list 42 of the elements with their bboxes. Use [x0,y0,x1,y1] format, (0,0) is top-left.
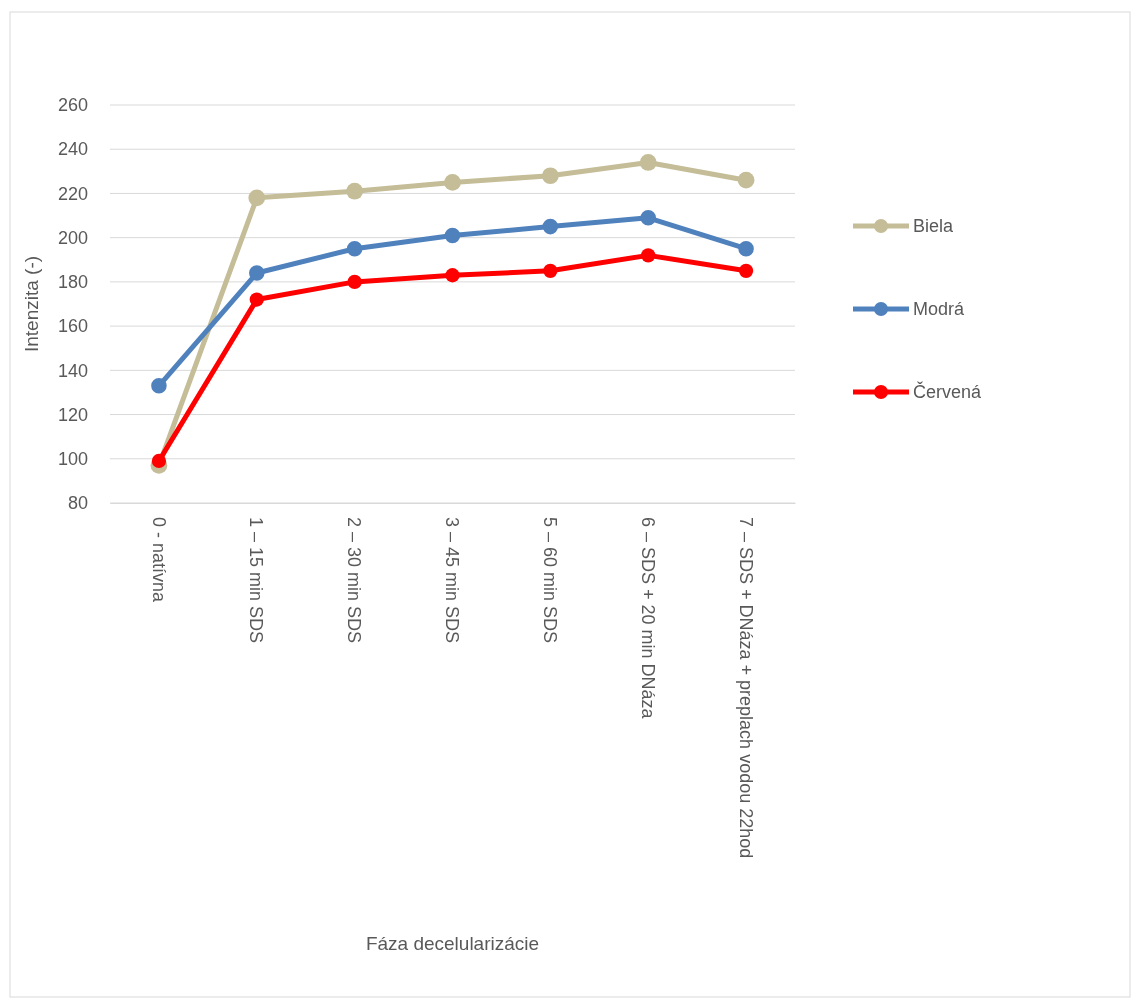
point [542,218,559,235]
legend-label: Modrá [913,299,966,320]
y-tick-label: 180 [57,272,88,293]
point [444,227,461,244]
point [641,248,656,263]
y-tick-label: 240 [57,139,88,160]
point [738,263,754,278]
x-tick-label: 2 – 30 min SDS [344,517,365,644]
x-tick-label: 1 – 15 min SDS [246,517,267,644]
point [445,268,460,283]
point [346,240,363,257]
point [249,265,265,281]
point [249,292,264,307]
y-tick-label: 200 [57,227,88,248]
point [347,274,362,290]
legend-label: Červená [913,381,983,403]
x-tick-label: 5 – 60 min SDS [540,517,561,644]
point [151,378,167,394]
point [738,240,754,257]
point [151,453,167,469]
point [543,263,558,278]
x-axis-title: Fáza decelularizácie [365,933,540,954]
point [541,167,559,185]
x-tick-label: 7 – SDS + DNáza + preplach vodou 22hod [735,517,756,859]
y-axis-title: Intenzita (-) [21,255,42,353]
point [444,174,461,191]
legend-label: Biela [913,216,955,237]
point [640,210,656,226]
x-tick-label: 3 – 45 min SDS [442,517,463,644]
y-tick-label: 260 [57,95,88,116]
y-tick-label: 120 [57,404,88,425]
y-tick-label: 220 [57,183,88,204]
x-tick-label: 0 - natívna [148,517,169,604]
y-tick-label: 160 [57,316,88,337]
point [248,189,266,207]
y-tick-label: 140 [57,360,88,381]
point [639,154,657,171]
y-tick-label: 80 [67,493,88,514]
point [737,171,755,189]
point [346,182,364,200]
x-tick-label: 6 – SDS + 20 min DNáza [637,517,658,720]
y-tick-label: 100 [57,449,88,470]
